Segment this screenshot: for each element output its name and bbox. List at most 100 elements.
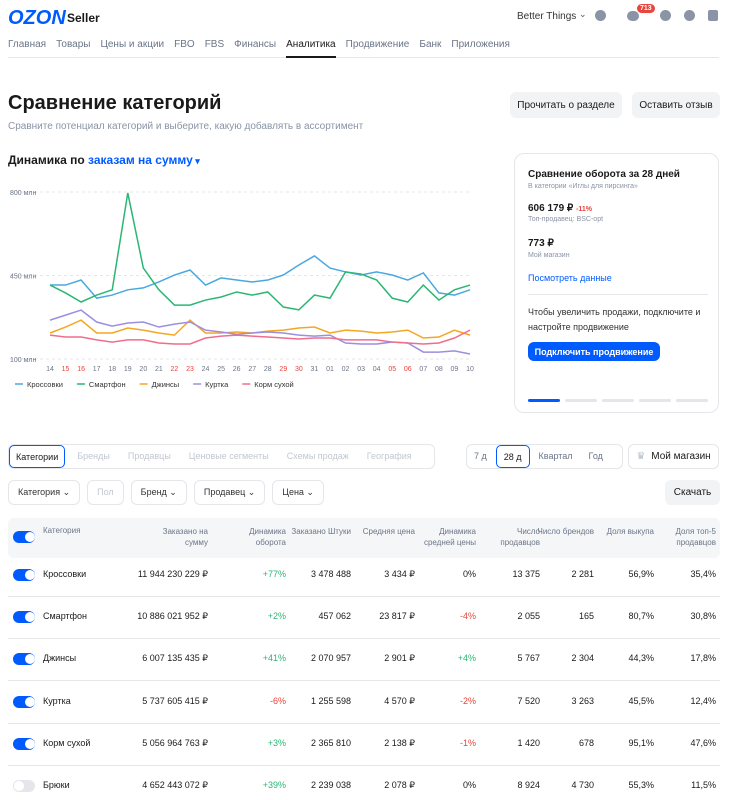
x-tick-label: 06: [404, 366, 412, 373]
promo-button[interactable]: Подключить продвижение: [528, 342, 660, 361]
cell: 2 304: [571, 653, 594, 664]
pager-dot[interactable]: [602, 399, 634, 402]
filter-label: Бренд: [140, 487, 167, 497]
y-tick-label: 450 млн: [10, 274, 37, 281]
card-value: 606 179 ₽ -11%: [528, 203, 592, 214]
tab[interactable]: Бренды: [77, 451, 110, 461]
cell: 44,3%: [628, 653, 654, 664]
cell: 457 062: [318, 611, 351, 622]
cell: 6 007 135 435 ₽: [142, 653, 208, 664]
nav-item[interactable]: Цены и акции: [100, 39, 165, 50]
cell: 1 255 598: [310, 695, 351, 706]
my-store-button[interactable]: ♛ Мой магазин: [628, 444, 719, 469]
chat-icon[interactable]: [627, 11, 639, 21]
filter[interactable]: Цена ⌄: [272, 480, 324, 505]
cell: 678: [578, 737, 594, 748]
help-icon[interactable]: [660, 10, 671, 21]
toggle-knob: [25, 532, 35, 542]
cell: +77%: [262, 569, 286, 579]
card-divider: [528, 294, 708, 295]
series-line: [49, 329, 471, 345]
x-tick-label: 03: [357, 366, 365, 373]
account[interactable]: Better Things: [517, 11, 577, 22]
cell: 4 570 ₽: [384, 695, 415, 706]
pager-dot[interactable]: [676, 399, 708, 402]
filter-label: Категория: [18, 487, 61, 497]
nav-item[interactable]: Аналитика: [286, 39, 336, 50]
tab[interactable]: Ценовые сегменты: [188, 451, 269, 461]
nav-item[interactable]: Главная: [8, 39, 47, 50]
news-icon[interactable]: [708, 10, 718, 21]
tab[interactable]: Категории: [9, 445, 66, 468]
column-header: Число продавцов: [500, 527, 540, 547]
card-my-value: 773 ₽: [528, 238, 554, 249]
period[interactable]: 7 д: [474, 451, 487, 461]
card-change: -11%: [576, 206, 593, 213]
tab[interactable]: Продавцы: [127, 451, 171, 461]
period[interactable]: Квартал: [538, 451, 573, 461]
badge: 713: [637, 4, 655, 13]
row-divider: [8, 638, 720, 640]
period[interactable]: Год: [588, 451, 603, 461]
toggle-knob: [25, 696, 35, 707]
filter[interactable]: Категория ⌄: [8, 480, 81, 505]
nav-item[interactable]: Финансы: [234, 39, 277, 50]
x-tick-label: 02: [342, 366, 350, 373]
tab[interactable]: География: [366, 451, 412, 461]
cell: 2 055: [517, 611, 540, 622]
x-tick-label: 08: [435, 366, 443, 373]
y-tick-label: 800 млн: [10, 190, 37, 197]
row-category: Кроссовки: [43, 569, 87, 579]
cell: 3 263: [571, 695, 594, 706]
nav-item[interactable]: Продвижение: [345, 39, 410, 50]
page-subtitle: Сравните потенциал категорий и выберите,…: [8, 121, 364, 132]
profile-icon[interactable]: [595, 10, 606, 21]
feedback-button[interactable]: Оставить отзыв: [632, 92, 720, 118]
pager-dot[interactable]: [565, 399, 597, 402]
chevron: ⌄: [60, 487, 71, 497]
filter: Пол: [87, 480, 124, 505]
cell: 10 886 021 952 ₽: [137, 611, 208, 622]
nav-underline: [286, 56, 336, 58]
x-tick-label: 01: [326, 366, 334, 373]
nav-item[interactable]: FBO: [174, 39, 195, 50]
filter[interactable]: Бренд ⌄: [130, 480, 187, 505]
tab[interactable]: Схемы продаж: [286, 451, 349, 461]
cell: +39%: [262, 780, 286, 790]
page-title: Сравнение категорий: [8, 92, 222, 114]
pager-dot[interactable]: [528, 399, 560, 402]
column-header: Доля топ-5 продавцов: [675, 527, 716, 547]
card-link[interactable]: Посмотреть данные: [528, 273, 612, 283]
nav-item[interactable]: Банк: [419, 39, 442, 50]
x-tick-label: 14: [46, 366, 54, 373]
cell: 2 078 ₽: [384, 780, 415, 790]
period[interactable]: 28 д: [495, 445, 530, 468]
download-button[interactable]: Скачать: [665, 480, 720, 505]
card-title: Сравнение оборота за 28 дней: [528, 169, 680, 180]
chart-metric-link[interactable]: заказам на сумму: [88, 153, 193, 167]
periods-box: [466, 444, 623, 469]
nav-item[interactable]: Товары: [56, 39, 91, 50]
pager-dot[interactable]: [639, 399, 671, 402]
x-tick-label: 07: [419, 366, 427, 373]
learn-icon[interactable]: [684, 10, 695, 21]
cell: 2 365 810: [310, 737, 351, 748]
y-tick-label: 100 млн: [10, 357, 37, 364]
table-header-bg: [8, 518, 720, 558]
row-category: Брюки: [43, 780, 70, 790]
cell: 13 375: [512, 569, 540, 579]
cell: 5 737 605 415 ₽: [142, 695, 208, 706]
nav-item[interactable]: FBS: [204, 39, 225, 50]
cell: 95,1%: [628, 737, 654, 748]
series-line: [49, 192, 471, 311]
cell: 17,8%: [690, 653, 716, 664]
x-tick-label: 05: [388, 366, 396, 373]
cell: 165: [578, 611, 594, 622]
nav-item[interactable]: Приложения: [451, 39, 510, 50]
x-tick-label: 26: [233, 366, 241, 373]
read-button[interactable]: Прочитать о разделе: [510, 92, 622, 118]
logo[interactable]: OZON: [8, 7, 66, 29]
cell: -2%: [459, 695, 476, 706]
filter[interactable]: Продавец ⌄: [193, 480, 266, 505]
legend-label: Корм сухой: [254, 380, 293, 389]
